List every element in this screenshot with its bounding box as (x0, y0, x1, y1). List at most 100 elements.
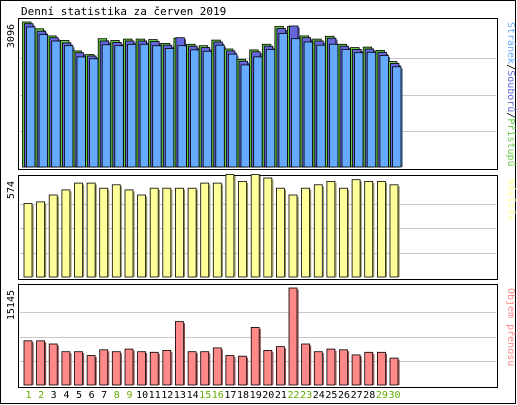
bar-visitors-Návštěv-day-14 (187, 187, 197, 278)
bar-visitors-Návštěv-day-30 (389, 184, 399, 278)
day-label-13: 13 (174, 390, 186, 401)
bar-traffic-Objem přenosu-day-29 (376, 351, 386, 386)
bar-traffic-Objem přenosu-day-24 (313, 351, 323, 386)
bar-requests-Stránek-day-21 (278, 33, 288, 168)
day-label-22: 22 (287, 390, 299, 401)
bar-requests-Stránek-day-8 (114, 45, 124, 168)
bar-traffic-Objem přenosu-day-6 (86, 355, 96, 386)
day-label-20: 20 (262, 390, 274, 401)
bar-requests-Stránek-day-1 (26, 26, 36, 168)
day-label-16: 16 (212, 390, 224, 401)
day-label-25: 25 (325, 390, 337, 401)
bar-traffic-Objem přenosu-day-17 (225, 355, 235, 386)
panel-traffic: 15145 Objem přenosu (6, 284, 517, 388)
day-label-28: 28 (363, 390, 375, 401)
bar-traffic-Objem přenosu-day-27 (351, 354, 361, 386)
bar-traffic-Objem přenosu-day-23 (301, 343, 311, 386)
bar-requests-Stránek-day-5 (76, 56, 86, 168)
panel-frame (18, 284, 498, 388)
bar-visitors-Návštěv-day-29 (376, 180, 386, 278)
bar-requests-Stránek-day-16 (215, 44, 225, 168)
day-label-24: 24 (313, 390, 325, 401)
bar-traffic-Objem přenosu-day-12 (162, 349, 172, 386)
bar-visitors-Návštěv-day-20 (263, 177, 273, 278)
day-label-1: 1 (25, 390, 31, 401)
day-label-26: 26 (338, 390, 350, 401)
bars-traffic (23, 287, 400, 386)
day-label-8: 8 (114, 390, 120, 401)
day-label-7: 7 (101, 390, 107, 401)
day-label-6: 6 (89, 390, 95, 401)
bar-traffic-Objem přenosu-day-8 (111, 351, 121, 386)
bar-visitors-Návštěv-day-17 (225, 174, 235, 278)
panel-visitors: 574 Návštěv (6, 174, 517, 280)
bar-visitors-Návštěv-day-12 (162, 187, 172, 278)
day-label-10: 10 (136, 390, 148, 401)
day-label-23: 23 (300, 390, 312, 401)
bar-visitors-Návštěv-day-2 (36, 201, 45, 278)
bar-visitors-Návštěv-day-22 (288, 194, 298, 278)
legend-part: Přístupů (505, 118, 517, 166)
bars-requests (22, 21, 403, 168)
bar-requests-Stránek-day-4 (64, 45, 74, 168)
bar-visitors-Návštěv-day-9 (124, 189, 134, 278)
bar-visitors-Návštěv-day-11 (149, 187, 159, 278)
y-max-tick-label: 3096 (6, 24, 17, 48)
bar-traffic-Objem přenosu-day-1 (23, 340, 33, 386)
day-label-14: 14 (187, 390, 199, 401)
legend-part: Objem přenosu (505, 288, 517, 366)
bar-requests-Stránek-day-3 (51, 40, 61, 168)
bar-requests-Stránek-day-28 (366, 51, 377, 168)
legend-part: Návštěv (505, 179, 517, 221)
day-label-15: 15 (199, 390, 211, 401)
bar-visitors-Návštěv-day-28 (364, 180, 374, 278)
bar-traffic-Objem přenosu-day-4 (61, 351, 71, 386)
bar-visitors-Návštěv-day-16 (212, 182, 222, 278)
y-max-tick-label: 15145 (6, 290, 17, 320)
bar-requests-Stránek-day-10 (139, 43, 150, 168)
bar-requests-Stránek-day-25 (328, 43, 339, 168)
bar-traffic-Objem přenosu-day-10 (137, 351, 147, 386)
day-label-27: 27 (351, 390, 363, 401)
bar-traffic-Objem přenosu-day-30 (389, 357, 399, 386)
legend-part: / (505, 64, 516, 70)
bar-traffic-Objem přenosu-day-21 (275, 346, 285, 386)
bar-traffic-Objem přenosu-day-22 (288, 287, 298, 386)
legend-part: Souborů (505, 70, 517, 112)
bar-visitors-Návštěv-day-13 (174, 187, 184, 278)
bar-requests-Stránek-day-24 (316, 44, 326, 168)
day-labels: 1 2 3 4 5 6 7 8 9 10 11 12 13 14 15 16 17 18 19 20 21 22 23 24 2… (25, 390, 400, 401)
day-label-30: 30 (388, 390, 400, 401)
day-label-11: 11 (149, 390, 161, 401)
bar-traffic-Objem přenosu-day-26 (339, 349, 348, 386)
bar-requests-Stránek-day-12 (164, 48, 175, 168)
bar-requests-Stránek-day-15 (202, 50, 213, 168)
bar-traffic-Objem přenosu-day-20 (263, 349, 273, 386)
bar-traffic-Objem přenosu-day-15 (200, 351, 210, 386)
series-legend-label: Návštěv (505, 179, 517, 221)
day-label-5: 5 (76, 390, 82, 401)
bar-visitors-Návštěv-day-24 (313, 184, 323, 278)
day-label-2: 2 (38, 390, 44, 401)
bar-traffic-Objem přenosu-day-3 (48, 343, 58, 386)
bar-visitors-Návštěv-day-8 (111, 184, 121, 278)
bar-traffic-Objem přenosu-day-18 (238, 355, 247, 386)
day-label-21: 21 (275, 390, 287, 401)
bar-requests-Stránek-day-20 (265, 49, 276, 168)
bar-traffic-Objem přenosu-day-7 (99, 349, 109, 386)
bar-requests-Stránek-day-18 (240, 64, 250, 168)
day-label-18: 18 (237, 390, 249, 401)
bar-traffic-Objem přenosu-day-5 (74, 351, 83, 386)
bar-traffic-Objem přenosu-day-25 (326, 348, 336, 386)
day-label-3: 3 (51, 390, 57, 401)
bar-visitors-Návštěv-day-18 (238, 180, 247, 278)
day-label-4: 4 (63, 390, 69, 401)
bar-requests-Stránek-day-11 (152, 45, 162, 168)
bar-requests-Stránek-day-26 (341, 49, 351, 168)
bar-visitors-Návštěv-day-10 (137, 194, 147, 278)
bar-requests-Stránek-day-27 (354, 52, 364, 168)
series-legend-label: Stránek/Souborů/Přístupů (505, 22, 517, 167)
bar-traffic-Objem přenosu-day-14 (187, 351, 197, 386)
